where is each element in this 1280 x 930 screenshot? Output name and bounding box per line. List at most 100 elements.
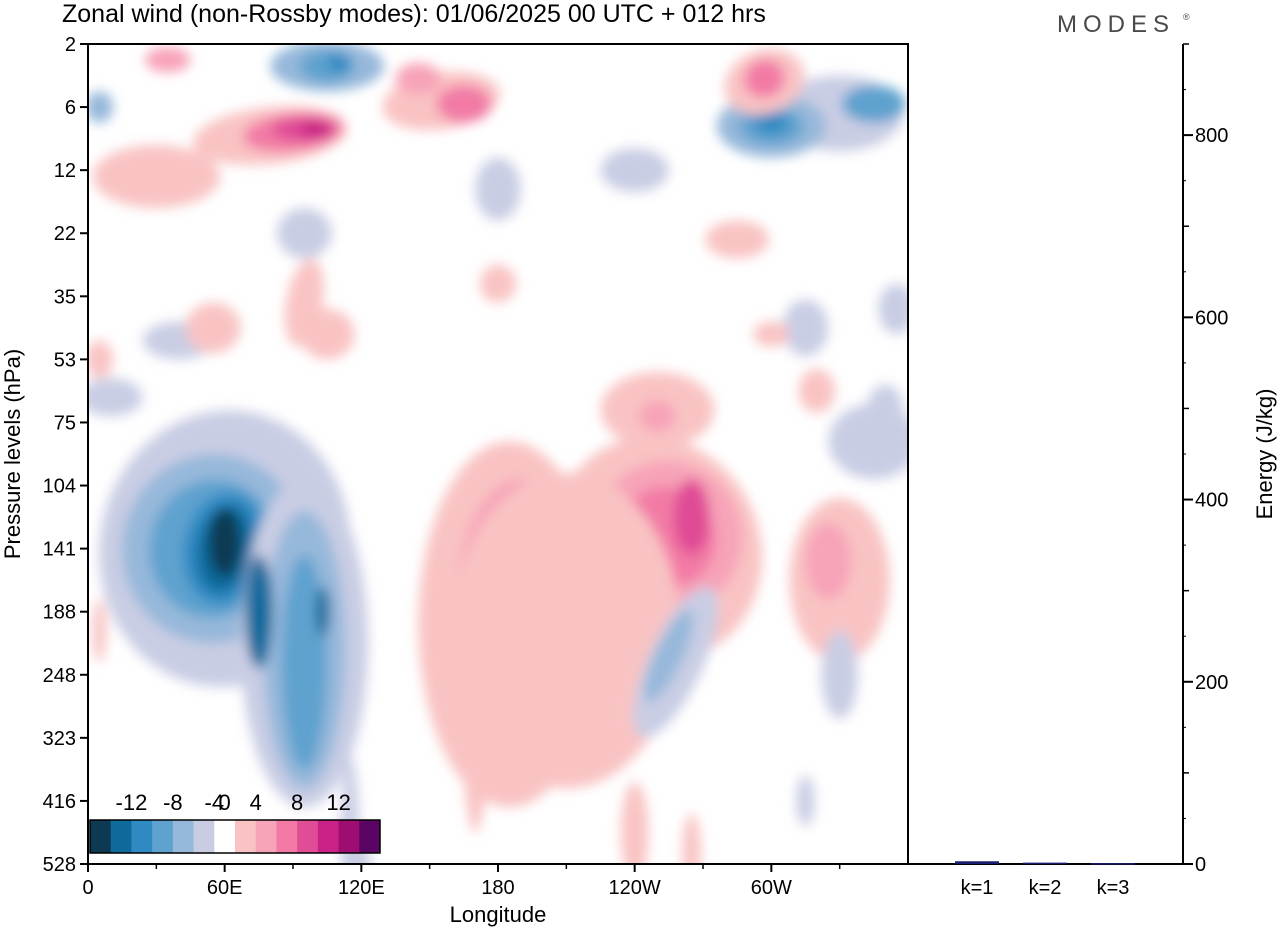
colorbar-swatch bbox=[276, 820, 298, 853]
colorbar-swatch bbox=[193, 820, 215, 853]
colorbar-swatch bbox=[110, 820, 132, 853]
colorbar-label: 12 bbox=[326, 790, 350, 815]
field-blob bbox=[755, 111, 788, 135]
field-blob bbox=[88, 91, 114, 123]
field-blob bbox=[798, 368, 836, 413]
energy-panel: k=1 k=2 k=3 0 200 400 600 800 Energy (J/kg) bbox=[907, 43, 1277, 899]
heatmap-panel: 0 60E 120E 180 120W 60W 2 6 12 22 35 53 75 104 141 188… bbox=[0, 34, 909, 927]
y-tick-label: 141 bbox=[43, 539, 76, 561]
field-blob bbox=[281, 554, 328, 770]
field-blob bbox=[600, 148, 669, 193]
field-blob bbox=[315, 586, 330, 637]
colorbar-label: 4 bbox=[250, 790, 262, 815]
y-tick-label: 416 bbox=[43, 791, 76, 813]
energy-bar bbox=[955, 861, 999, 864]
field-blob bbox=[621, 782, 649, 864]
colorbar-swatch bbox=[317, 820, 339, 853]
field-blob bbox=[479, 264, 517, 303]
colorbar-label: 8 bbox=[291, 790, 303, 815]
field-blob bbox=[682, 813, 701, 864]
colorbar-swatch bbox=[359, 820, 381, 853]
field-blob bbox=[828, 403, 908, 480]
y-axis: 2 6 12 22 35 53 75 104 141 188 248 323 416 528 bbox=[43, 34, 88, 876]
y-tick-label: 528 bbox=[43, 854, 76, 876]
y-tick-label: 35 bbox=[54, 286, 76, 308]
field-blob bbox=[185, 302, 241, 354]
colorbar-label: -8 bbox=[163, 790, 183, 815]
colorbar-swatch bbox=[90, 820, 112, 853]
y-tick-label: 104 bbox=[43, 476, 76, 498]
field-blob bbox=[436, 85, 492, 123]
field-blob bbox=[452, 472, 681, 789]
field-blob bbox=[782, 299, 829, 357]
energy-category-label: k=2 bbox=[1029, 877, 1062, 899]
field-blob bbox=[88, 378, 143, 417]
field-blob bbox=[92, 599, 107, 663]
colorbar-label: 0 bbox=[219, 790, 231, 815]
y-tick-label: 188 bbox=[43, 602, 76, 624]
chart-title: Zonal wind (non-Rossby modes): 01/06/202… bbox=[62, 0, 766, 28]
y-tick-label: 2 bbox=[65, 34, 76, 56]
colorbar-swatch bbox=[214, 820, 236, 853]
colorbar-label: -4 bbox=[205, 790, 225, 815]
x-tick-label: 60E bbox=[207, 877, 243, 899]
energy-axis: 0 200 400 600 800 bbox=[1183, 43, 1228, 876]
field-blob bbox=[841, 85, 906, 123]
energy-tick-label: 800 bbox=[1195, 125, 1228, 147]
colorbar-swatch bbox=[338, 820, 360, 853]
field-blob bbox=[705, 220, 770, 259]
colorbar-swatch bbox=[152, 820, 174, 853]
energy-tick-label: 600 bbox=[1195, 307, 1228, 329]
field-blob bbox=[277, 208, 332, 259]
colorbar: -12 -8 -40 4 8 12 bbox=[89, 790, 381, 854]
field-blob bbox=[208, 507, 241, 577]
energy-tick-label: 0 bbox=[1195, 854, 1206, 876]
colorbar-swatch bbox=[255, 820, 277, 853]
colorbar-label: -12 bbox=[116, 790, 148, 815]
field-blob bbox=[673, 479, 710, 555]
y-tick-label: 248 bbox=[43, 665, 76, 687]
field-blob bbox=[644, 609, 694, 702]
x-tick-label: 180 bbox=[481, 877, 514, 899]
field-blob bbox=[821, 630, 858, 719]
energy-axis-label: Energy (J/kg) bbox=[1252, 389, 1277, 520]
colorbar-swatch bbox=[131, 820, 153, 853]
y-tick-label: 53 bbox=[54, 349, 76, 371]
energy-category-label: k=3 bbox=[1097, 877, 1130, 899]
field-blob bbox=[744, 59, 785, 98]
colorbar-swatch bbox=[297, 820, 319, 853]
field-blob bbox=[796, 775, 815, 827]
y-axis-label: Pressure levels (hPa) bbox=[0, 349, 25, 559]
x-tick-label: 0 bbox=[82, 877, 93, 899]
energy-bar bbox=[1091, 863, 1135, 865]
field-blob bbox=[753, 321, 790, 347]
colorbar-swatch bbox=[235, 820, 257, 853]
field-blob bbox=[475, 157, 521, 221]
energy-bar bbox=[1023, 862, 1067, 865]
energy-tick-label: 400 bbox=[1195, 490, 1228, 512]
x-tick-label: 120W bbox=[609, 877, 661, 899]
x-axis-label: Longitude bbox=[450, 902, 547, 927]
energy-category-label: k=1 bbox=[961, 877, 994, 899]
field-blob bbox=[92, 144, 221, 208]
y-tick-label: 323 bbox=[43, 728, 76, 750]
y-tick-label: 12 bbox=[54, 160, 76, 182]
y-tick-label: 6 bbox=[65, 97, 76, 119]
x-tick-label: 120E bbox=[338, 877, 385, 899]
colorbar-frame bbox=[89, 819, 381, 854]
energy-tick-label: 200 bbox=[1195, 672, 1228, 694]
field-blob bbox=[461, 580, 489, 833]
modes-logo: MODES bbox=[1057, 11, 1175, 38]
colorbar-swatch bbox=[172, 820, 194, 853]
field-blob bbox=[88, 340, 114, 379]
field-blob bbox=[327, 53, 350, 73]
field-blob bbox=[299, 120, 332, 138]
x-axis: 0 60E 120E 180 120W 60W bbox=[82, 864, 841, 899]
heatmap-field bbox=[88, 44, 908, 864]
field-blob bbox=[245, 554, 273, 669]
field-blob bbox=[395, 62, 442, 95]
x-tick-label: 60W bbox=[751, 877, 792, 899]
field-blob bbox=[144, 47, 191, 73]
field-blob bbox=[639, 400, 676, 432]
